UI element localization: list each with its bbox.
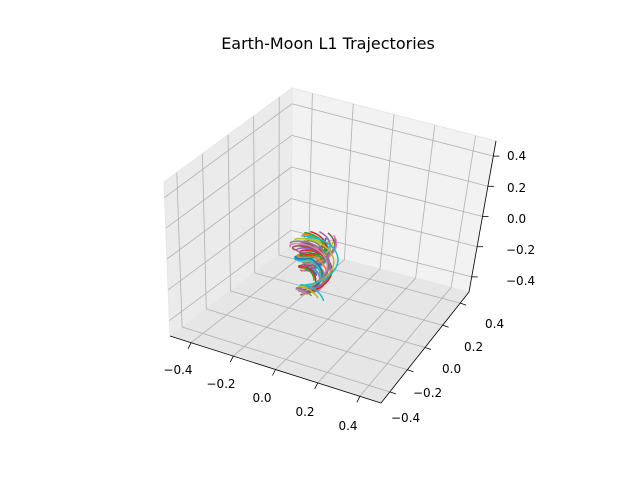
z-tick-label: −0.2: [506, 243, 535, 257]
y-tick-mark: [460, 302, 467, 306]
x-tick-label: −0.4: [163, 363, 192, 377]
z-gridline: [291, 103, 494, 157]
chart-title: Earth-Moon L1 Trajectories: [221, 34, 435, 53]
z-tick-label: −0.4: [506, 274, 535, 288]
z-tick-label: 0.0: [507, 212, 526, 226]
x-tick-label: −0.2: [206, 377, 235, 391]
z-gridline: [164, 103, 293, 198]
tick-marks: [187, 155, 500, 403]
x-tick-mark: [356, 396, 361, 403]
y-tick-mark: [389, 391, 396, 395]
axes-3d: −0.4 −0.2 0.0 0.2 0.4 −0.4 −0.2 0.0 0.2 …: [163, 87, 535, 433]
y-gridline: [230, 290, 426, 348]
x-tick-label: 0.0: [252, 391, 271, 405]
trajectory-line: [289, 240, 331, 297]
x-tick-mark: [272, 369, 276, 376]
y-tick-labels: −0.4 −0.2 0.0 0.2 0.4: [391, 317, 504, 425]
y-gridline: [253, 116, 256, 274]
y-gridline: [254, 272, 443, 326]
x-gridline: [415, 125, 436, 279]
z-tick-labels: −0.4 −0.2 0.0 0.2 0.4: [506, 149, 535, 288]
x-tick-mark: [187, 342, 192, 349]
x-gridline: [359, 287, 452, 397]
y-tick-label: 0.0: [442, 362, 461, 376]
z-tick-label: 0.4: [507, 149, 526, 163]
y-tick-mark: [407, 369, 414, 373]
y-tick-mark: [424, 347, 432, 350]
y-tick-label: 0.4: [485, 317, 504, 331]
z-gridline: [166, 166, 292, 260]
x-tick-mark: [229, 355, 234, 363]
x-tick-mark: [314, 382, 319, 390]
z-gridline: [291, 166, 483, 217]
z-tick-label: 0.2: [507, 181, 526, 195]
x-tick-label: 0.2: [295, 405, 314, 419]
y-tick-label: 0.2: [464, 340, 483, 354]
y-tick-label: −0.4: [391, 411, 420, 425]
z-gridline: [165, 135, 292, 229]
x-gridline: [317, 277, 416, 384]
x-gridline: [450, 135, 476, 288]
trajectory-line: [299, 235, 339, 302]
x-tick-labels: −0.4 −0.2 0.0 0.2 0.4: [163, 363, 357, 433]
y-tick-label: −0.2: [413, 386, 442, 400]
z-gridline: [291, 135, 489, 187]
x-tick-label: 0.4: [338, 419, 357, 433]
y-tick-mark: [442, 324, 449, 328]
trajectory-series-group: [289, 230, 339, 302]
grid-lines: [164, 93, 494, 397]
trajectory-line: [298, 230, 328, 284]
